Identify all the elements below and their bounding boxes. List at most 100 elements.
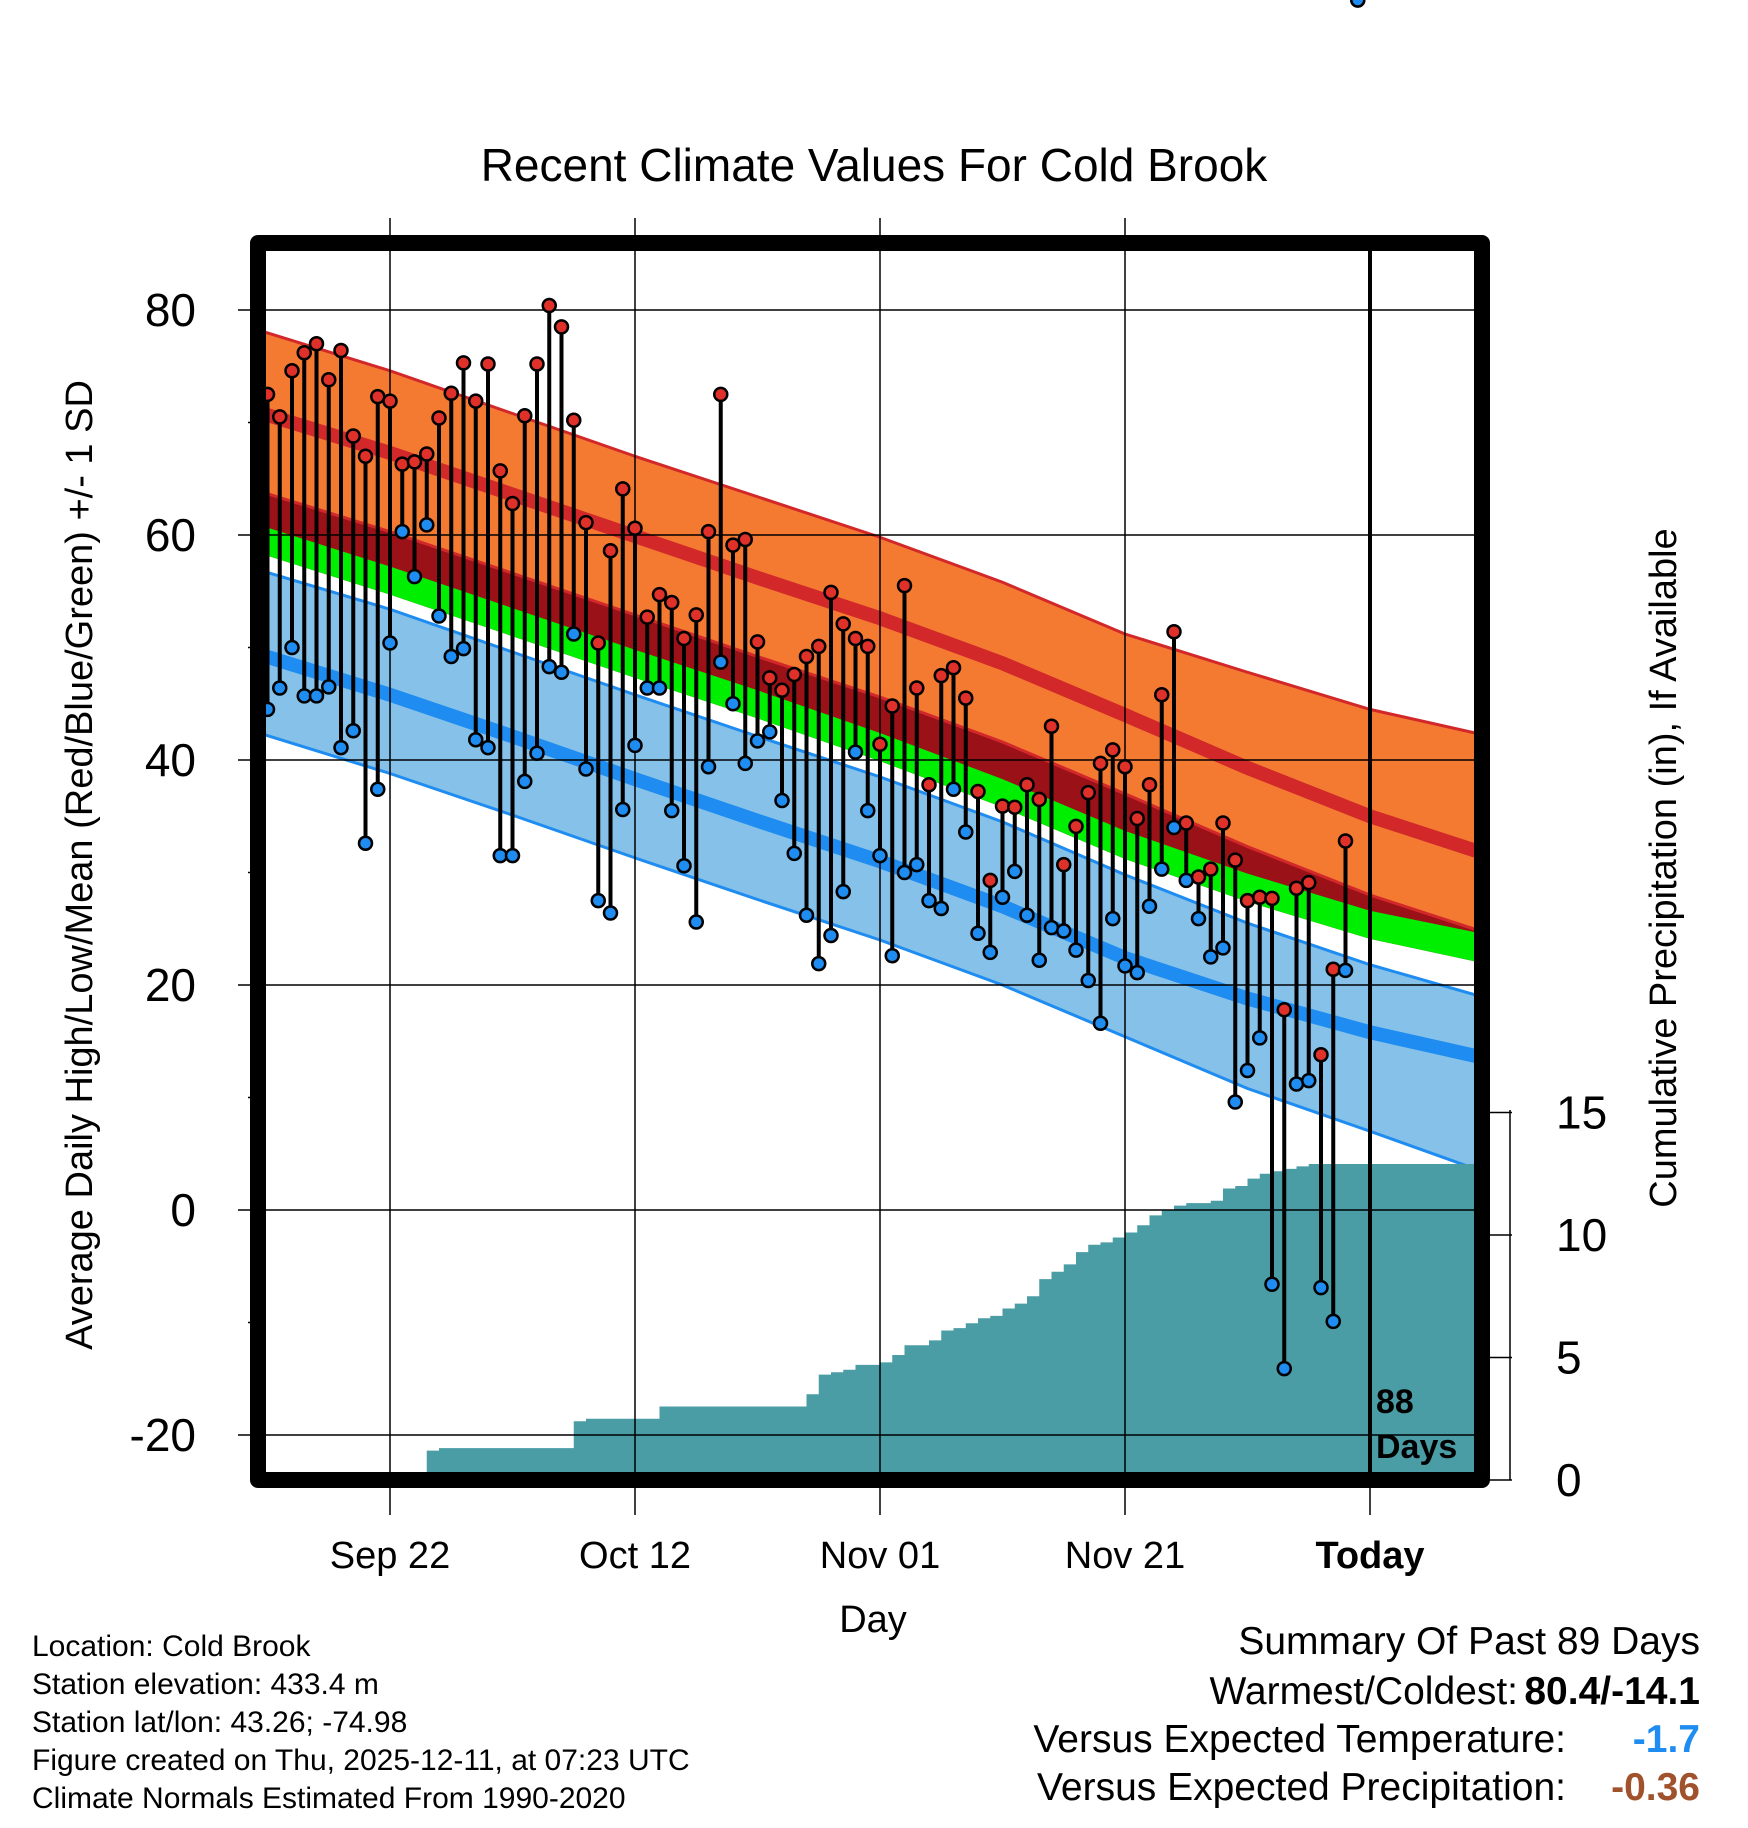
high-point	[1166, 624, 1182, 640]
low-point	[664, 802, 680, 819]
high-point	[1227, 852, 1243, 868]
high-point	[1276, 1002, 1292, 1018]
low-point	[431, 608, 447, 624]
low-point	[578, 761, 594, 777]
high-point	[1092, 755, 1109, 772]
high-point	[1203, 861, 1219, 877]
precip-anomaly-value: -0.36	[1611, 1766, 1700, 1809]
high-point	[431, 410, 447, 426]
high-point	[1043, 718, 1060, 734]
low-sd-band	[264, 571, 1476, 1170]
low-point	[1301, 1072, 1317, 1089]
low-point	[615, 801, 631, 818]
x-tick-label: Nov 21	[1065, 1535, 1185, 1577]
low-point	[774, 792, 790, 809]
x-axis-title: Day	[839, 1599, 907, 1641]
low-point	[566, 626, 582, 642]
high-point	[1301, 874, 1317, 891]
low-point	[419, 517, 435, 533]
elevation-text: Station elevation: 433.4 m	[32, 1668, 379, 1701]
high-point	[896, 577, 913, 594]
daily-stems	[265, 305, 1348, 1369]
high-point	[749, 634, 766, 650]
high-point	[1215, 815, 1231, 831]
high-point	[811, 638, 827, 655]
low-point	[321, 679, 337, 695]
low-point	[1178, 872, 1194, 889]
high-point	[676, 630, 692, 647]
high-point	[1288, 880, 1305, 896]
y-tick-label: -20	[130, 1409, 196, 1461]
high-point	[1129, 810, 1145, 827]
high-point	[1264, 890, 1280, 907]
low-point	[1105, 910, 1121, 927]
high-point	[737, 531, 753, 548]
low-point	[713, 654, 729, 670]
low-point	[1325, 1313, 1341, 1330]
high-point	[357, 448, 374, 464]
high-point	[1325, 961, 1341, 977]
warmest-coldest-value: 80.4/-14.1	[1524, 1670, 1700, 1713]
low-point	[553, 664, 570, 680]
precip-tick-label: 5	[1556, 1332, 1582, 1384]
low-point	[884, 948, 900, 964]
high-point	[296, 345, 312, 361]
low-point	[333, 739, 349, 756]
normals-text: Climate Normals Estimated From 1990-2020	[32, 1782, 626, 1815]
high-point	[419, 446, 435, 462]
high-point	[272, 409, 288, 425]
low-point	[847, 744, 864, 760]
high-point	[1117, 759, 1133, 775]
high-point	[480, 356, 496, 372]
high-point	[553, 319, 570, 335]
plot-border	[250, 235, 1490, 1488]
temp-anomaly-value: -1.7	[1632, 1718, 1700, 1761]
low-point	[1227, 1094, 1243, 1110]
high-point	[1154, 687, 1170, 703]
high-point	[786, 666, 802, 683]
y2-axis-title: Cumulative Precipitation (in), If Availa…	[1643, 528, 1685, 1207]
low-point	[1031, 952, 1047, 968]
high-point	[909, 680, 925, 696]
high-point	[872, 736, 888, 752]
y-tick-label: 40	[145, 734, 196, 786]
low-point	[1350, 0, 1366, 8]
low-point	[896, 864, 913, 881]
low-point	[835, 883, 851, 900]
low-point	[627, 737, 643, 754]
today-days-number: 88	[1376, 1383, 1414, 1421]
low-point	[1092, 1015, 1109, 1031]
low-point	[394, 523, 410, 540]
low-point	[860, 802, 876, 819]
low-point	[798, 907, 815, 923]
high-point	[566, 412, 582, 428]
high-point	[443, 385, 459, 401]
high-point	[651, 586, 668, 603]
low-point	[284, 639, 300, 656]
high-point	[1252, 889, 1268, 905]
high-point	[1019, 777, 1035, 793]
low-point	[651, 680, 668, 696]
low-point	[933, 900, 949, 917]
high-point	[970, 783, 986, 800]
low-point	[1288, 1076, 1305, 1092]
created-text: Figure created on Thu, 2025-12-11, at 07…	[32, 1744, 690, 1777]
high-point	[333, 342, 349, 359]
low-point	[1252, 1030, 1268, 1046]
y-tick-label: 60	[145, 509, 196, 561]
precip-area	[426, 1163, 1476, 1474]
low-point	[1019, 907, 1035, 923]
high-point	[468, 393, 484, 409]
high-point	[602, 543, 619, 559]
high-point	[823, 584, 839, 601]
low-point	[272, 680, 288, 696]
low-point	[1239, 1062, 1256, 1079]
high-point	[774, 682, 790, 698]
summary-heading: Summary Of Past 89 Days	[1238, 1620, 1700, 1663]
low-point	[737, 755, 753, 772]
low-point	[1337, 962, 1354, 979]
temp-anomaly-label: Versus Expected Temperature:	[1033, 1718, 1566, 1761]
high-point	[713, 386, 729, 403]
warmest-coldest-label: Warmest/Coldest:	[1209, 1670, 1518, 1713]
